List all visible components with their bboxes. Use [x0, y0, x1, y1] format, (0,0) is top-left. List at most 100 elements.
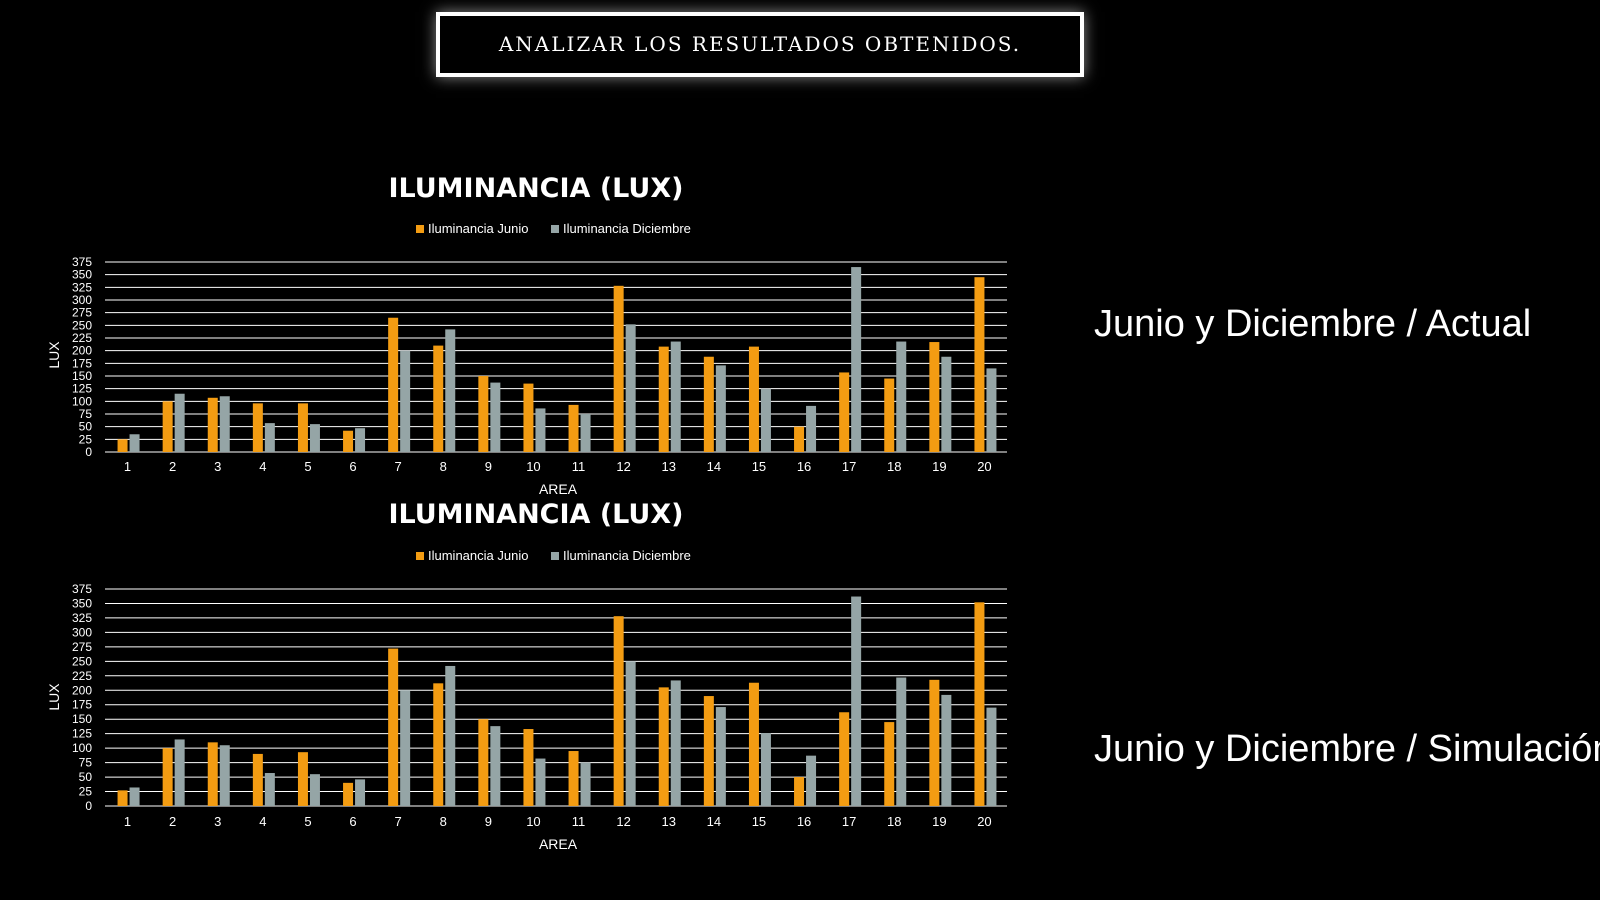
bar-diciembre: [400, 690, 411, 806]
bar-junio: [388, 317, 399, 452]
chart-title: ILUMINANCIA (LUX): [388, 173, 683, 204]
y-tick-label: 75: [79, 756, 93, 770]
y-tick-label: 325: [72, 280, 92, 294]
legend-label: Iluminancia Diciembre: [563, 548, 691, 563]
bar-diciembre: [760, 733, 771, 806]
bar-junio: [613, 616, 624, 806]
x-tick-label: 6: [349, 814, 356, 829]
bar-diciembre: [445, 665, 456, 806]
y-tick-label: 125: [72, 727, 92, 741]
y-tick-label: 75: [79, 407, 93, 421]
bar-diciembre: [490, 726, 501, 806]
y-tick-label: 25: [79, 785, 93, 799]
legend-label: Iluminancia Junio: [428, 221, 528, 236]
x-tick-label: 16: [797, 459, 811, 474]
y-tick-label: 300: [72, 293, 92, 307]
bar-diciembre: [580, 762, 591, 806]
x-tick-label: 11: [572, 814, 586, 829]
bar-diciembre: [941, 694, 952, 806]
bar-junio: [207, 397, 218, 452]
x-tick-label: 4: [259, 814, 266, 829]
y-tick-label: 250: [72, 318, 92, 332]
bar-junio: [252, 753, 263, 806]
y-tick-label: 150: [72, 369, 92, 383]
bar-junio: [839, 712, 850, 806]
y-tick-label: 175: [72, 698, 92, 712]
x-axis-label: AREA: [539, 481, 578, 497]
x-tick-label: 17: [842, 814, 856, 829]
legend-label: Iluminancia Junio: [428, 548, 528, 563]
bar-junio: [794, 777, 805, 806]
x-tick-label: 5: [304, 459, 311, 474]
x-tick-label: 11: [572, 459, 586, 474]
bar-diciembre: [806, 755, 817, 806]
bar-diciembre: [219, 396, 230, 452]
bar-junio: [703, 696, 714, 806]
x-tick-label: 5: [304, 814, 311, 829]
x-tick-label: 3: [214, 459, 221, 474]
x-tick-label: 12: [616, 459, 630, 474]
y-tick-label: 200: [72, 344, 92, 358]
y-tick-label: 0: [85, 799, 92, 813]
bar-diciembre: [309, 424, 320, 452]
y-tick-label: 225: [72, 331, 92, 345]
y-tick-label: 175: [72, 356, 92, 370]
x-tick-label: 15: [752, 814, 766, 829]
bar-diciembre: [941, 356, 952, 452]
y-tick-label: 225: [72, 669, 92, 683]
bar-diciembre: [264, 773, 275, 806]
x-tick-label: 10: [526, 459, 540, 474]
bar-diciembre: [896, 341, 907, 452]
chart-title: ILUMINANCIA (LUX): [388, 499, 683, 530]
y-tick-label: 375: [72, 582, 92, 596]
x-tick-label: 20: [977, 459, 991, 474]
bar-junio: [117, 439, 128, 452]
bar-junio: [297, 403, 308, 452]
side-label-simulacion: Junio y Diciembre / Simulación: [1094, 728, 1600, 770]
y-tick-label: 125: [72, 382, 92, 396]
bar-junio: [794, 426, 805, 452]
x-tick-label: 15: [752, 459, 766, 474]
bar-junio: [748, 682, 759, 806]
x-tick-label: 16: [797, 814, 811, 829]
x-tick-label: 14: [707, 459, 721, 474]
banner-box: ANALIZAR LOS RESULTADOS OBTENIDOS.: [436, 12, 1084, 77]
bar-junio: [568, 404, 579, 452]
chart-simulacion: ILUMINANCIA (LUX) Iluminancia Junio Ilumin…: [46, 499, 1007, 852]
bar-diciembre: [219, 745, 230, 806]
legend-label: Iluminancia Diciembre: [563, 221, 691, 236]
x-tick-label: 1: [124, 814, 131, 829]
x-tick-label: 7: [395, 459, 402, 474]
x-tick-label: 10: [526, 814, 540, 829]
bar-junio: [929, 679, 940, 806]
x-tick-label: 1: [124, 459, 131, 474]
bar-diciembre: [851, 267, 862, 452]
bar-diciembre: [625, 661, 636, 806]
bar-junio: [703, 356, 714, 452]
bar-diciembre: [535, 408, 546, 452]
x-tick-label: 19: [932, 459, 946, 474]
y-tick-label: 50: [79, 420, 93, 434]
bar-diciembre: [129, 434, 140, 452]
bar-diciembre: [580, 414, 591, 452]
bar-diciembre: [445, 329, 456, 452]
x-tick-label: 17: [842, 459, 856, 474]
bar-diciembre: [490, 382, 501, 452]
x-tick-label: 13: [662, 459, 676, 474]
x-tick-label: 6: [349, 459, 356, 474]
y-tick-label: 300: [72, 625, 92, 639]
bar-diciembre: [760, 388, 771, 452]
bar-diciembre: [670, 341, 681, 452]
bar-junio: [658, 346, 669, 452]
bar-diciembre: [806, 405, 817, 452]
bar-junio: [839, 372, 850, 452]
bar-junio: [478, 719, 489, 806]
x-tick-label: 18: [887, 814, 901, 829]
x-tick-label: 9: [485, 459, 492, 474]
x-tick-label: 2: [169, 459, 176, 474]
chart-actual: ILUMINANCIA (LUX) Iluminancia Junio Ilumin…: [46, 173, 1007, 497]
bar-junio: [433, 683, 444, 806]
y-tick-label: 350: [72, 268, 92, 282]
y-tick-label: 350: [72, 596, 92, 610]
